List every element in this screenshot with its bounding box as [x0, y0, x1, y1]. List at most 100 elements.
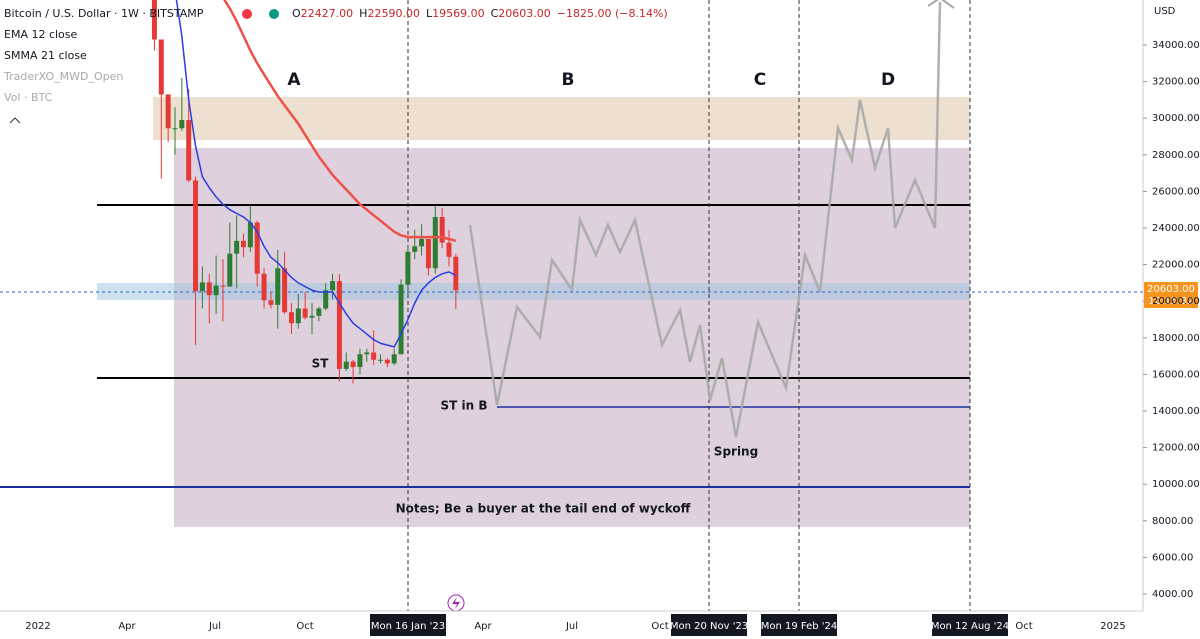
candle-body	[364, 352, 370, 355]
ohlc-key: C	[491, 7, 499, 20]
candle-body	[158, 39, 164, 95]
indicator-label: Vol · BTC	[4, 91, 53, 104]
status-dot	[242, 9, 252, 19]
price-tick-label: 6000.00	[1152, 552, 1193, 563]
candle-body	[412, 246, 418, 252]
zone-tan	[153, 97, 970, 140]
price-tick-label: 14000.00	[1152, 406, 1200, 417]
candle-body	[172, 128, 178, 130]
candle-body	[336, 281, 342, 369]
time-label: Mon 19 Feb '24	[761, 621, 838, 632]
price-tick-label: 32000.00	[1152, 77, 1200, 88]
candle-body	[316, 308, 322, 316]
time-label: Mon 12 Aug '24	[931, 621, 1009, 632]
candle-body	[378, 359, 383, 361]
st-label: ST	[312, 357, 330, 371]
candle-body	[199, 282, 205, 292]
price-tick-label: 8000.00	[1152, 516, 1193, 527]
candle-body	[288, 312, 294, 324]
candle-body	[343, 361, 349, 369]
time-label: Oct	[296, 621, 313, 632]
projection-arrowhead	[927, 0, 955, 9]
ohlc-value: 20603.00	[498, 7, 551, 20]
collapse-button[interactable]	[9, 117, 21, 124]
ohlc-value: 19569.00	[432, 7, 485, 20]
projection-path	[468, 1, 942, 438]
candle-body	[282, 268, 288, 313]
indicator-line	[223, 0, 457, 243]
ohlc-values: O22427.00 H22590.00 L19569.00 C20603.00 −182…	[292, 7, 668, 20]
ohlc-key: O	[292, 7, 301, 20]
time-label: Apr	[474, 621, 492, 632]
candle-body	[206, 282, 212, 296]
indicator-label: EMA 12 close	[4, 28, 78, 41]
ohlc-key: L	[426, 7, 433, 20]
candle-body	[186, 120, 192, 181]
candle-body	[213, 285, 219, 296]
currency-label: USD	[1154, 6, 1176, 17]
indicator-label: TraderXO_MWD_Open	[3, 70, 123, 83]
price-tick-label: 30000.00	[1152, 113, 1200, 124]
candle-body	[446, 242, 452, 257]
price-tick-label: 16000.00	[1152, 369, 1200, 380]
price-tick-label: 10000.00	[1152, 479, 1200, 490]
notes-label: Notes; Be a buyer at the tail end of wyc…	[396, 502, 691, 516]
phase-label: C	[754, 70, 766, 90]
ohlc-value: 22590.00	[367, 7, 420, 20]
candle-body	[453, 256, 459, 291]
candle-body	[391, 354, 397, 364]
candle-body	[357, 354, 363, 368]
zone-open	[97, 283, 970, 300]
flash-icon-bolt	[452, 597, 460, 609]
candle-body	[309, 315, 315, 318]
candle-body	[247, 222, 253, 248]
candle-body	[261, 273, 267, 301]
candle-body	[405, 251, 411, 285]
time-highlight	[761, 614, 837, 636]
price-tick-label: 28000.00	[1152, 150, 1200, 161]
price-tick-label: 12000.00	[1152, 443, 1200, 454]
ohlc-value: 22427.00	[301, 7, 354, 20]
price-tick-label: 34000.00	[1152, 40, 1200, 51]
status-dot	[269, 9, 279, 19]
time-label: Jul	[208, 621, 221, 632]
ohlc-key: H	[359, 7, 367, 20]
change-value: −1825.00 (−8.14%)	[557, 7, 668, 20]
symbol-title: Bitcoin / U.S. Dollar · 1W · BITSTAMP	[4, 7, 204, 20]
candle-body	[425, 238, 431, 269]
time-label: Jul	[565, 621, 578, 632]
time-label: 2022	[25, 621, 50, 632]
st-in-b-label: ST in B	[441, 399, 488, 413]
phase-label: B	[562, 70, 575, 90]
candle-body	[275, 268, 281, 305]
candle-body	[323, 290, 329, 309]
time-highlight	[370, 614, 446, 636]
series-layer	[151, 0, 459, 384]
time-highlight	[932, 614, 1008, 636]
price-tick-label: 26000.00	[1152, 186, 1200, 197]
time-label: Oct	[1015, 621, 1032, 632]
zone-range	[174, 148, 970, 527]
last-price-badge	[1144, 282, 1198, 308]
last-price: 20603.00	[1147, 284, 1195, 295]
candle-body	[254, 222, 260, 274]
candle-body	[193, 180, 199, 292]
price-tick-label: 4000.00	[1152, 589, 1193, 600]
time-label: Apr	[118, 621, 136, 632]
candle-body	[350, 361, 356, 368]
candle-body	[165, 94, 171, 129]
candle-body	[220, 285, 226, 287]
candle-body	[439, 217, 445, 243]
candle-body	[179, 120, 185, 129]
candle-body	[371, 352, 377, 360]
indicator-line	[175, 0, 457, 348]
phase-label: A	[287, 70, 301, 90]
time-label: Mon 20 Nov '23	[670, 621, 748, 632]
price-tick-label: 18000.00	[1152, 333, 1200, 344]
countdown: 10:15:32	[1149, 296, 1194, 307]
candle-body	[227, 253, 233, 287]
vertical-markers	[407, 0, 971, 611]
price-tick-label: 20000.00	[1152, 296, 1200, 307]
